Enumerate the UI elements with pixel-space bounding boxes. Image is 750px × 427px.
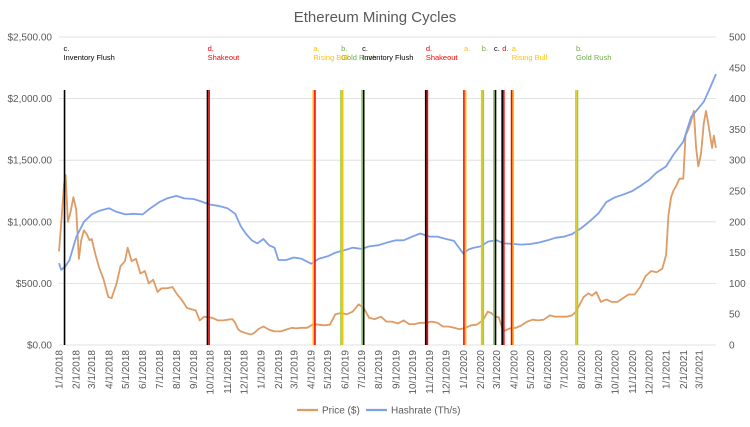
y-right-tick-label: 200 xyxy=(729,217,746,228)
hashrate-series-line xyxy=(58,73,717,271)
annotation-letter: c. xyxy=(64,44,70,53)
x-tick-label: 3/1/2021 xyxy=(694,350,705,389)
x-tick-label: 12/1/2019 xyxy=(442,350,453,395)
y-left-tick-label: $1,000.00 xyxy=(8,217,53,228)
x-tick-label: 6/1/2019 xyxy=(340,350,351,389)
right-axis-ticks: 0 50 100 150 200 250 300 350 400 450 500 xyxy=(729,33,746,352)
annotation-letter: c. xyxy=(494,44,500,53)
x-tick-label: 9/1/2019 xyxy=(391,350,402,389)
x-tick-label: 7/1/2018 xyxy=(155,350,166,389)
x-tick-label: 2/1/2019 xyxy=(274,350,285,389)
x-tick-label: 12/1/2020 xyxy=(644,350,655,395)
x-tick-label: 10/1/2019 xyxy=(408,350,419,395)
y-right-tick-label: 50 xyxy=(729,310,741,321)
x-tick-label: 2/1/2021 xyxy=(679,350,690,389)
annotation-letter: c. xyxy=(362,44,368,53)
x-tick-label: 8/1/2020 xyxy=(577,350,588,389)
x-tick-label: 1/1/2020 xyxy=(459,350,470,389)
x-tick-label: 1/1/2019 xyxy=(257,350,268,389)
annotation-letter: d. xyxy=(426,44,432,53)
x-tick-label: 9/1/2018 xyxy=(189,350,200,389)
chart-title: Ethereum Mining Cycles xyxy=(294,9,457,26)
legend: Price ($) Hashrate (Th/s) xyxy=(297,406,460,417)
x-axis-ticks: 1/1/2018 2/1/2018 3/1/2018 4/1/2018 5/1/2018… xyxy=(55,350,706,395)
series-layer xyxy=(58,73,717,336)
y-left-tick-label: $2,000.00 xyxy=(8,94,53,105)
x-tick-label: 1/1/2018 xyxy=(55,350,66,389)
y-right-tick-label: 400 xyxy=(729,94,746,105)
x-tick-label: 8/1/2019 xyxy=(374,350,385,389)
y-right-tick-label: 150 xyxy=(729,248,746,259)
x-tick-label: 2/1/2020 xyxy=(476,350,487,389)
x-tick-label: 12/1/2018 xyxy=(240,350,251,395)
x-tick-label: 9/1/2020 xyxy=(594,350,605,389)
x-tick-label: 8/1/2018 xyxy=(172,350,183,389)
x-tick-label: 11/1/2019 xyxy=(425,350,436,394)
x-tick-label: 3/1/2018 xyxy=(87,350,98,389)
x-tick-label: 10/1/2020 xyxy=(611,350,622,395)
y-right-tick-label: 450 xyxy=(729,63,746,74)
x-tick-label: 5/1/2019 xyxy=(323,350,334,389)
annotation-letter: a. xyxy=(464,44,470,53)
annotation-letter: d. xyxy=(502,44,508,53)
left-axis-ticks: $0.00 $500.00 $1,000.00 $1,500.00 $2,000.00 $… xyxy=(8,33,53,352)
y-left-tick-label: $2,500.00 xyxy=(8,33,53,44)
y-right-tick-label: 100 xyxy=(729,279,746,290)
x-tick-label: 1/1/2021 xyxy=(662,350,673,389)
x-tick-label: 7/1/2019 xyxy=(357,350,368,389)
annotation-letter: a. xyxy=(512,44,518,53)
x-tick-label: 5/1/2018 xyxy=(121,350,132,389)
x-tick-label: 4/1/2020 xyxy=(509,350,520,389)
annotation-label: Inventory Flush xyxy=(362,53,413,62)
annotation-label: Inventory Flush xyxy=(64,53,115,62)
x-tick-label: 11/1/2018 xyxy=(223,350,234,394)
y-right-tick-label: 0 xyxy=(729,341,735,352)
annotation-label: Shakeout xyxy=(208,53,241,62)
annotation-label: Gold Rush xyxy=(341,53,376,62)
legend-label-hashrate: Hashrate (Th/s) xyxy=(391,406,460,417)
y-left-tick-label: $500.00 xyxy=(16,279,53,290)
annotation-letter: b. xyxy=(482,44,488,53)
legend-label-price: Price ($) xyxy=(322,406,360,417)
annotation-label: Shakeout xyxy=(426,53,459,62)
x-tick-label: 6/1/2018 xyxy=(138,350,149,389)
y-right-tick-label: 250 xyxy=(729,187,746,198)
x-tick-label: 2/1/2018 xyxy=(72,350,83,389)
x-tick-label: 4/1/2019 xyxy=(307,350,318,389)
x-tick-label: 10/1/2018 xyxy=(206,350,217,395)
y-right-tick-label: 500 xyxy=(729,33,746,44)
y-right-tick-label: 300 xyxy=(729,156,746,167)
x-tick-label: 7/1/2020 xyxy=(560,350,571,389)
x-tick-label: 11/1/2020 xyxy=(628,350,639,394)
annotation-letter: b. xyxy=(341,44,347,53)
y-left-tick-label: $0.00 xyxy=(27,341,52,352)
x-tick-label: 6/1/2020 xyxy=(543,350,554,389)
x-tick-label: 3/1/2020 xyxy=(492,350,503,389)
annotation-letter: b. xyxy=(576,44,582,53)
y-left-tick-label: $1,500.00 xyxy=(8,156,53,167)
annotation-letter: a. xyxy=(313,44,319,53)
y-right-tick-label: 350 xyxy=(729,125,746,136)
annotation-label: Gold Rush xyxy=(576,53,611,62)
annotation-label: Rising Bull xyxy=(512,53,548,62)
annotation-letter: d. xyxy=(208,44,214,53)
grid-lines xyxy=(59,36,716,346)
x-tick-label: 4/1/2018 xyxy=(104,350,115,389)
price-series-line xyxy=(58,110,717,336)
annotation-label: Rising Bull xyxy=(313,53,349,62)
x-tick-label: 3/1/2019 xyxy=(289,350,300,389)
cycle-markers xyxy=(63,90,579,345)
x-tick-label: 5/1/2020 xyxy=(526,350,537,389)
